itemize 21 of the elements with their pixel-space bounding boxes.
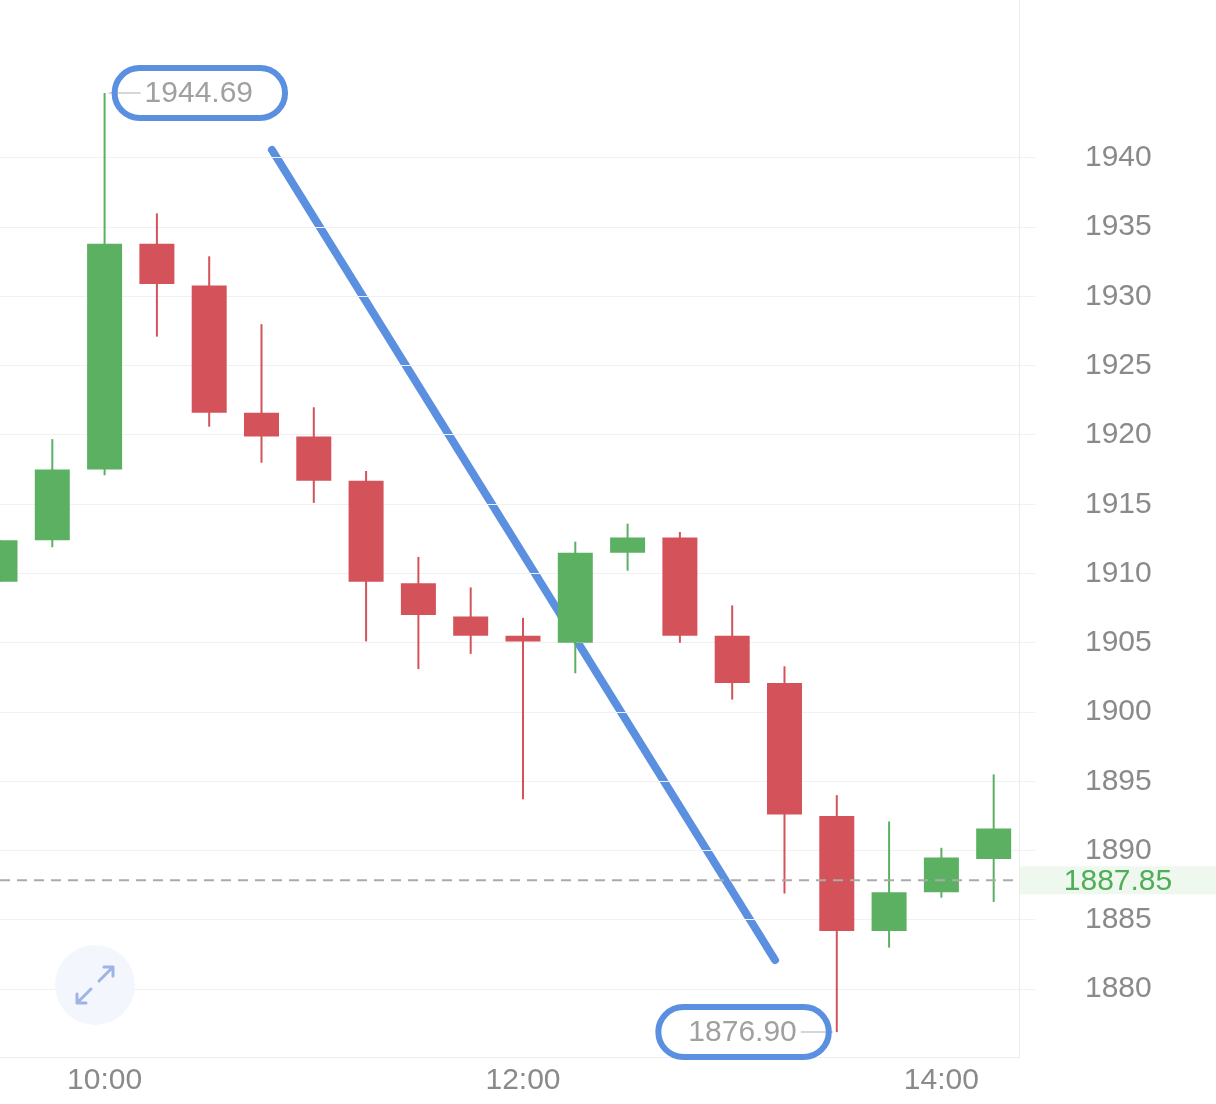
ref-line-label: 1887.85 [1063,862,1173,896]
annotation: 1944.69 [144,75,254,109]
y-tick-label: 1920 [1085,416,1152,450]
y-tick-label: 1940 [1085,139,1152,173]
y-tick-label: 1935 [1085,208,1152,242]
y-tick-label: 1895 [1085,762,1152,796]
y-tick-label: 1930 [1085,277,1152,311]
y-tick-label: 1885 [1085,901,1152,935]
x-tick-label: 14:00 [903,1062,979,1096]
y-tick-label: 1900 [1085,693,1152,727]
y-tick-label: 1915 [1085,485,1152,519]
y-tick-label: 1910 [1085,554,1152,588]
y-tick-label: 1880 [1085,970,1152,1004]
x-tick-label: 10:00 [67,1062,143,1096]
y-tick-label: 1905 [1085,624,1152,658]
x-tick-label: 12:00 [485,1062,561,1096]
candlestick [244,323,279,464]
annotation: 1876.90 [688,1014,797,1048]
y-tick-label: 1890 [1085,831,1152,865]
candlestick [505,616,541,801]
y-tick-label: 1925 [1085,346,1152,380]
